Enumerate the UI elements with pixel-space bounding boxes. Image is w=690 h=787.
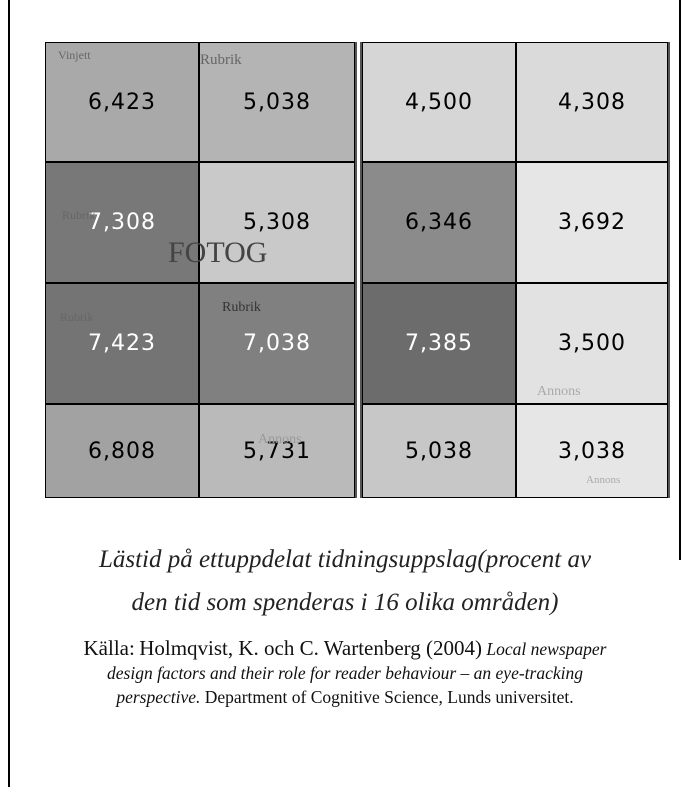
grid-cell: 6,346 — [362, 162, 516, 283]
layout-label: Rubrik — [200, 52, 242, 68]
source-publisher: Department of Cognitive Science, Lunds u… — [204, 687, 574, 707]
grid-cell: 7,423 — [45, 283, 199, 404]
grid-cell: 6,808 — [45, 404, 199, 498]
grid-cell: 5,731 — [199, 404, 355, 498]
grid-cell: 7,308 — [45, 162, 199, 283]
grid-cell: 4,308 — [516, 42, 668, 162]
grid-cell: 6,423 — [45, 42, 199, 162]
layout-label: Rubrik — [62, 208, 96, 222]
caption-line: Lästid på ettuppdelat tidningsuppslag(pr… — [98, 546, 592, 573]
layout-label: Annons — [537, 384, 581, 399]
frame-line — [8, 0, 10, 787]
layout-label: Annons — [586, 474, 621, 486]
grid-cell: 7,038 — [199, 283, 355, 404]
layout-label: Annons — [258, 432, 302, 447]
source-lead: Källa: — [83, 636, 135, 660]
layout-label: Vinjett — [58, 48, 91, 62]
grid-cell: 5,038 — [199, 42, 355, 162]
layout-label: Rubrik — [222, 300, 261, 315]
layout-label: Rubrik — [60, 310, 94, 324]
source-authors: Holmqvist, K. och C. Wartenberg (2004) — [139, 636, 483, 660]
grid-cell: 4,500 — [362, 42, 516, 162]
grid-cell: 5,308 — [199, 162, 355, 283]
source-title: Local newspaper design factors and their… — [107, 639, 607, 707]
grid-cell: 7,385 — [362, 283, 516, 404]
caption-line: den tid som spenderas i 16 olika områden… — [131, 589, 559, 616]
grid-cell: 5,038 — [362, 404, 516, 498]
source: Källa: Holmqvist, K. och C. Wartenberg (… — [80, 636, 610, 709]
grid-cell: 3,038 — [516, 404, 668, 498]
grid-cell: 3,692 — [516, 162, 668, 283]
layout-label: Fotog — [168, 236, 268, 269]
frame-line — [679, 0, 681, 560]
grid-cell: 3,500 — [516, 283, 668, 404]
